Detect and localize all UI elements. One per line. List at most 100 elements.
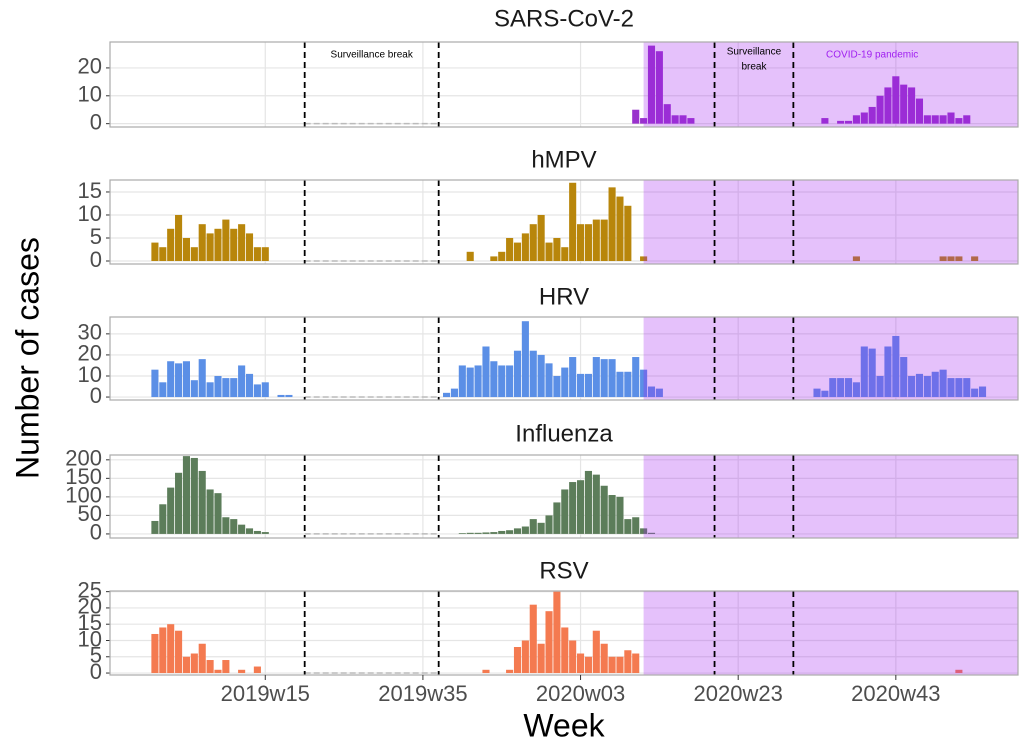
y-tick-label: 20 bbox=[78, 594, 102, 619]
bar bbox=[978, 386, 987, 398]
bar bbox=[624, 650, 632, 674]
bar bbox=[230, 378, 238, 398]
bar bbox=[837, 120, 845, 124]
bar bbox=[592, 630, 600, 674]
bar bbox=[561, 247, 569, 262]
bar bbox=[679, 115, 687, 124]
bar bbox=[490, 256, 498, 262]
bar bbox=[640, 528, 648, 534]
bar bbox=[939, 115, 947, 124]
y-tick-label: 30 bbox=[78, 320, 102, 345]
bar bbox=[616, 496, 624, 534]
bar bbox=[632, 109, 640, 124]
bar bbox=[616, 371, 624, 398]
bar bbox=[577, 373, 585, 398]
bar bbox=[198, 470, 206, 534]
bar bbox=[466, 532, 474, 534]
bar bbox=[829, 378, 837, 398]
x-tick-label: 2020w03 bbox=[536, 681, 625, 706]
bar bbox=[482, 669, 490, 674]
bar bbox=[537, 354, 545, 398]
bar bbox=[490, 361, 498, 398]
bar bbox=[506, 530, 514, 534]
bar bbox=[569, 640, 577, 674]
bar bbox=[206, 382, 214, 398]
bar bbox=[584, 656, 592, 674]
bar bbox=[939, 369, 947, 398]
bar bbox=[561, 489, 569, 534]
panel-border bbox=[109, 454, 1019, 539]
bar bbox=[466, 367, 474, 398]
bar bbox=[545, 515, 553, 534]
bar bbox=[971, 256, 979, 262]
bar bbox=[285, 394, 293, 398]
bar bbox=[159, 382, 167, 398]
bar bbox=[521, 640, 529, 674]
bar bbox=[238, 224, 246, 262]
bar bbox=[175, 214, 183, 262]
bar bbox=[182, 361, 191, 398]
bar bbox=[238, 365, 246, 398]
bar bbox=[443, 392, 451, 398]
bar bbox=[592, 219, 600, 262]
bar bbox=[671, 115, 679, 124]
bar bbox=[198, 643, 206, 674]
bar bbox=[923, 375, 931, 398]
bar bbox=[151, 520, 159, 534]
bar bbox=[577, 224, 585, 262]
bar bbox=[190, 457, 198, 534]
bar bbox=[151, 633, 159, 674]
bar bbox=[616, 196, 624, 262]
bar bbox=[214, 493, 222, 534]
bar bbox=[159, 627, 167, 674]
bar bbox=[569, 182, 577, 262]
bar bbox=[632, 357, 640, 398]
bar bbox=[545, 242, 553, 262]
annotation: Surveillance break bbox=[331, 50, 414, 61]
bar bbox=[884, 346, 892, 398]
y-tick-label: 100 bbox=[65, 483, 102, 508]
bar bbox=[947, 256, 955, 262]
y-tick-label: 10 bbox=[78, 626, 102, 651]
bar bbox=[608, 656, 616, 674]
bar bbox=[458, 533, 466, 534]
x-tick-label: 2019w35 bbox=[378, 681, 467, 706]
y-tick-label: 20 bbox=[78, 54, 102, 79]
bar bbox=[167, 361, 175, 398]
bar bbox=[844, 120, 853, 124]
bar bbox=[474, 532, 482, 534]
bar bbox=[939, 256, 947, 262]
x-tick-label: 2020w23 bbox=[694, 681, 783, 706]
bar bbox=[529, 519, 537, 534]
bar bbox=[450, 388, 458, 398]
y-tick-label: 50 bbox=[78, 501, 102, 526]
bar bbox=[600, 485, 608, 534]
y-tick-label: 0 bbox=[90, 659, 102, 684]
bar bbox=[647, 532, 656, 534]
bar bbox=[474, 365, 482, 398]
bar bbox=[513, 647, 522, 674]
bar bbox=[198, 359, 206, 398]
bar bbox=[892, 335, 900, 398]
bar bbox=[908, 375, 916, 398]
bar bbox=[190, 380, 198, 398]
bar bbox=[955, 378, 963, 398]
bar bbox=[182, 237, 191, 262]
bar bbox=[616, 656, 624, 674]
bar bbox=[222, 219, 230, 262]
bar bbox=[908, 87, 916, 124]
bar bbox=[506, 237, 514, 262]
y-axis-label: Number of cases bbox=[9, 237, 45, 479]
annotation: Surveillance bbox=[727, 47, 782, 58]
bar bbox=[545, 363, 553, 398]
bar bbox=[182, 456, 191, 534]
bar bbox=[584, 373, 592, 398]
bar bbox=[640, 118, 648, 124]
pandemic-shade bbox=[643, 180, 1018, 264]
bar bbox=[253, 384, 261, 398]
y-tick-label: 0 bbox=[90, 109, 102, 134]
panel-border bbox=[109, 41, 1019, 128]
bar bbox=[175, 363, 183, 398]
bar bbox=[261, 532, 269, 534]
bar bbox=[600, 359, 608, 398]
